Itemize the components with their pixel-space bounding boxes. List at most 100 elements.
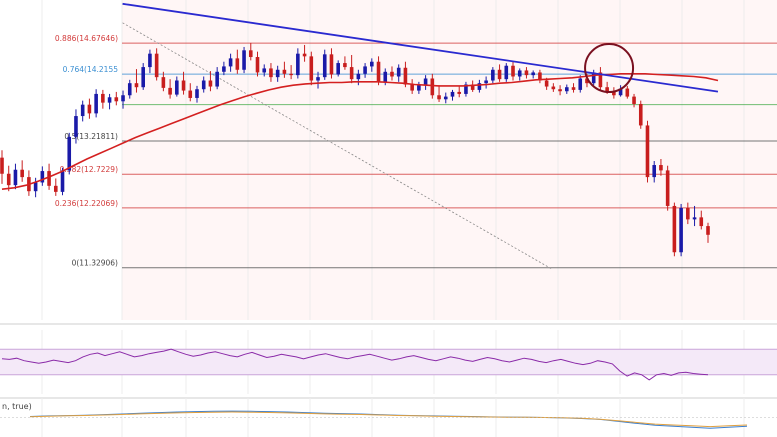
candle-body <box>383 71 388 82</box>
candle-body <box>322 54 327 78</box>
macd-label: n, true) <box>2 402 32 411</box>
candle-body <box>544 80 549 87</box>
candle-body <box>504 65 509 80</box>
candle-body <box>161 77 166 88</box>
candle-body <box>571 87 576 90</box>
rsi-line <box>1 348 709 381</box>
candle-body <box>531 72 535 76</box>
candle-body <box>349 67 354 80</box>
candle-body <box>6 173 11 186</box>
candle-body <box>511 65 515 77</box>
candle-body <box>403 67 408 85</box>
candle-body <box>591 72 596 84</box>
candle-body <box>376 61 381 82</box>
candle-body <box>20 169 24 178</box>
candle-body <box>87 104 92 114</box>
fib-zone-bg <box>122 0 777 320</box>
candle-body <box>242 50 246 70</box>
candle-body <box>665 170 670 206</box>
candle-body <box>517 70 522 77</box>
candle-body <box>578 78 583 90</box>
candle-body <box>423 78 428 86</box>
fib-level-label: 0.886(14.67646) <box>55 34 118 43</box>
candle-body <box>336 63 340 75</box>
candle-body <box>686 207 690 220</box>
candle-body <box>127 83 132 96</box>
candle-body <box>443 96 448 100</box>
candle-body <box>33 182 38 192</box>
candle-body <box>141 67 145 88</box>
candle-body <box>235 58 240 70</box>
candle-body <box>296 53 300 76</box>
candle-body <box>356 73 361 80</box>
candle-body <box>659 165 663 171</box>
highlight-circle <box>584 43 635 94</box>
candle-body <box>417 85 421 91</box>
candle-body <box>370 61 374 67</box>
candle-body <box>13 169 18 186</box>
candle-body <box>497 69 502 80</box>
candle-body <box>154 53 159 78</box>
candle-body <box>538 72 542 81</box>
candle-body <box>282 69 287 74</box>
candle-body <box>343 63 347 68</box>
candle-body <box>134 83 139 88</box>
fib-level-label: 0.236(12.22069) <box>55 199 118 208</box>
candle-body <box>551 86 556 90</box>
candle-body <box>692 217 697 220</box>
candle-body <box>632 96 636 104</box>
candle-body <box>363 66 367 74</box>
candle-body <box>60 170 65 192</box>
candle-body <box>524 70 529 76</box>
candle-body <box>201 80 206 90</box>
candle-body <box>181 80 186 91</box>
fib-level-label: 0.764(14.2155 <box>63 65 119 74</box>
candle-body <box>275 69 280 78</box>
candle-body <box>706 226 710 235</box>
candle-body <box>652 165 657 178</box>
macd-signal-line <box>29 411 748 428</box>
candle-body <box>612 91 616 96</box>
candle-body <box>316 77 320 81</box>
candle-body <box>168 87 172 95</box>
bearish-trendline <box>122 2 719 93</box>
candle-body <box>148 53 152 68</box>
candle-body <box>53 185 58 192</box>
candle-body <box>585 78 589 84</box>
candle-body <box>430 78 435 96</box>
fib-level-label: 0.5(13.21811) <box>64 132 118 141</box>
candle-body <box>410 84 414 91</box>
candle-body <box>121 95 125 102</box>
candle-body <box>645 125 650 178</box>
candle-body <box>390 71 394 77</box>
fib-level-label: 0.382(12.7229) <box>60 165 118 174</box>
candle-body <box>491 69 495 81</box>
candle-body <box>289 73 293 76</box>
candle-body <box>107 97 112 103</box>
candle-body <box>302 53 307 57</box>
candle-body <box>605 87 609 92</box>
candle-body <box>598 72 603 88</box>
candle-body <box>329 54 334 75</box>
candle-body <box>464 84 468 94</box>
candle-body <box>195 89 199 98</box>
candle-body <box>228 58 233 67</box>
candle-body <box>618 88 623 96</box>
candle-body <box>396 67 401 77</box>
candle-body <box>679 207 683 253</box>
candle-body <box>215 71 219 87</box>
candle-body <box>248 50 253 58</box>
rsi-band <box>0 349 777 375</box>
candle-body <box>450 91 455 97</box>
candle-body <box>47 171 51 186</box>
moving-average-line <box>1 73 719 190</box>
candle-body <box>208 80 213 87</box>
candle-body <box>188 90 193 98</box>
candle-body <box>470 84 475 90</box>
candle-body <box>74 116 78 137</box>
candle-body <box>565 87 569 92</box>
candle-body <box>558 89 562 92</box>
candle-body <box>457 91 462 94</box>
